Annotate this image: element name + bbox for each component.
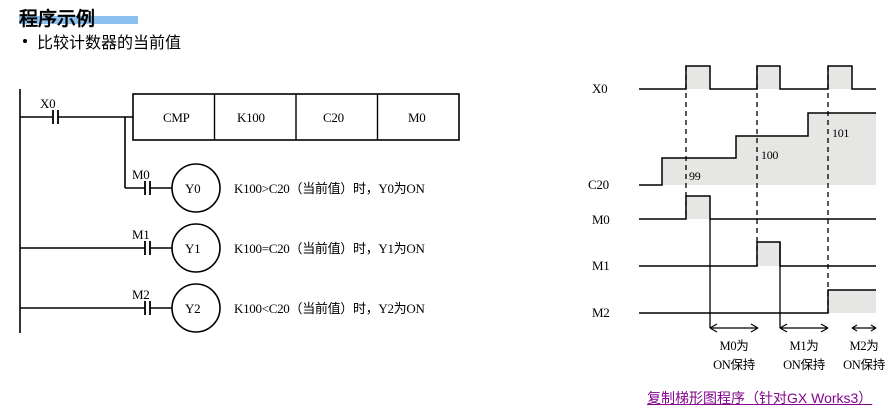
svg-text:M2: M2	[592, 305, 609, 320]
svg-text:99: 99	[689, 169, 701, 183]
svg-text:100: 100	[761, 148, 778, 162]
svg-text:M0: M0	[592, 212, 609, 227]
svg-text:M1: M1	[592, 258, 609, 273]
svg-text:101: 101	[832, 126, 849, 140]
svg-text:C20: C20	[588, 177, 609, 192]
svg-text:M1为: M1为	[790, 339, 819, 353]
svg-text:M2为: M2为	[850, 339, 879, 353]
svg-text:X0: X0	[592, 81, 607, 96]
svg-text:M0为: M0为	[720, 339, 749, 353]
svg-text:ON保持: ON保持	[713, 357, 755, 372]
svg-text:ON保持: ON保持	[783, 357, 825, 372]
svg-text:ON保持: ON保持	[843, 357, 885, 372]
